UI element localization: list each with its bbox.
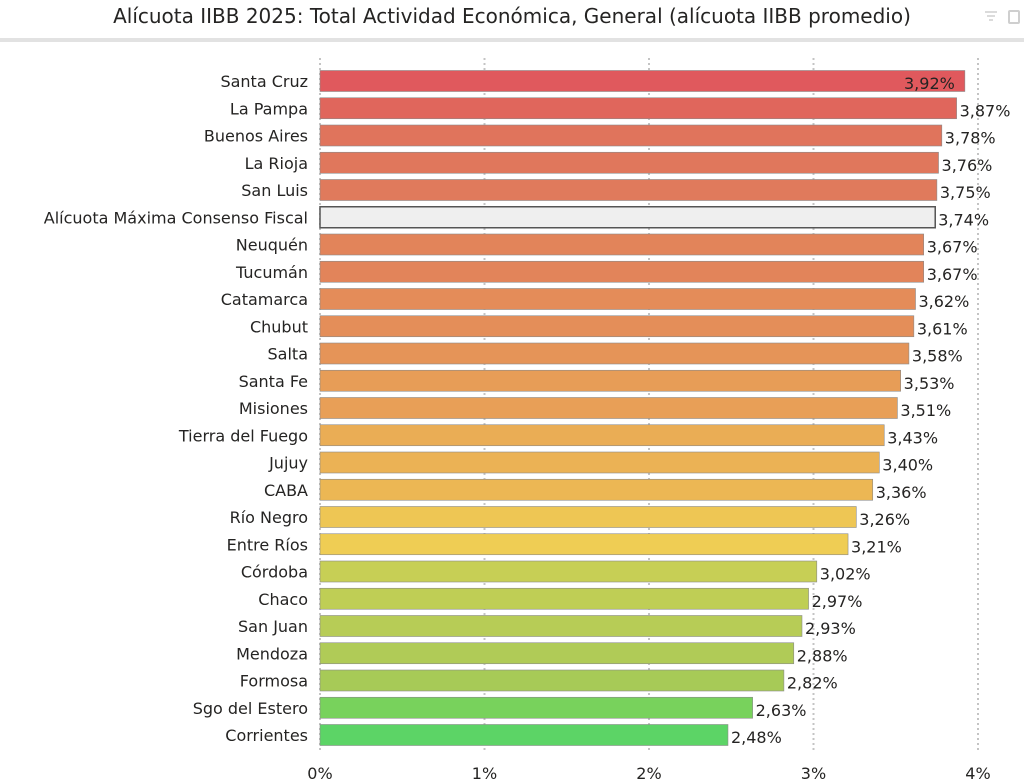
category-label: Catamarca [221, 290, 308, 309]
category-label: San Juan [238, 617, 308, 636]
category-label: Alícuota Máxima Consenso Fiscal [44, 208, 308, 227]
bar[interactable] [319, 533, 849, 556]
value-label: 3,61% [917, 319, 968, 338]
x-tick-label: 2% [636, 764, 661, 781]
value-label: 3,78% [945, 129, 996, 148]
bar[interactable] [319, 206, 936, 229]
category-labels: Santa Cruz La Pampa Buenos Aires La Rioja Sa… [44, 72, 308, 745]
bar[interactable] [319, 260, 925, 283]
category-label: Buenos Aires [204, 127, 308, 146]
category-label: San Luis [241, 181, 308, 200]
bar[interactable] [319, 669, 785, 692]
value-label: 3,43% [887, 428, 938, 447]
x-tick-label: 4% [965, 764, 990, 781]
bar[interactable] [319, 179, 938, 201]
value-labels: 3,92% 3,87% 3,78% 3,76% 3,75% 3,74% 3,67% 3,67%… [731, 74, 1010, 747]
category-label: La Pampa [230, 99, 308, 118]
category-label: Tierra del Fuego [178, 426, 308, 445]
value-label: 3,53% [904, 374, 955, 393]
bar[interactable] [319, 233, 925, 256]
value-label: 2,48% [731, 728, 782, 747]
category-label: Salta [268, 345, 308, 364]
category-label: CABA [264, 481, 308, 500]
title-divider [0, 38, 1024, 42]
value-label: 3,92% [904, 74, 955, 93]
bar[interactable] [319, 478, 874, 501]
x-tick-label: 3% [801, 764, 826, 781]
chart-title: Alícuota IIBB 2025: Total Actividad Econ… [113, 4, 911, 28]
filter-icon[interactable] [984, 10, 998, 24]
category-label: Río Negro [230, 508, 308, 527]
value-label: 2,97% [812, 592, 863, 611]
x-tick-label: 1% [472, 764, 497, 781]
category-label: Entre Ríos [227, 535, 308, 554]
bar[interactable] [319, 369, 901, 392]
bar[interactable] [319, 342, 910, 365]
value-label: 2,63% [756, 701, 807, 720]
value-label: 3,67% [927, 265, 978, 284]
value-label: 3,21% [851, 537, 902, 556]
category-label: Jujuy [268, 454, 308, 473]
category-label: Corrientes [225, 726, 308, 745]
x-tick-label: 0% [307, 764, 332, 781]
value-label: 2,93% [805, 619, 856, 638]
value-label: 3,67% [927, 238, 978, 257]
value-label: 3,76% [942, 156, 993, 175]
category-label: Tucumán [235, 263, 308, 282]
value-label: 3,74% [938, 210, 989, 229]
x-axis-ticks: 0% 1% 2% 3% 4% [307, 764, 990, 781]
bar[interactable] [319, 451, 880, 474]
category-label: Misiones [239, 399, 308, 418]
category-label: Chaco [258, 590, 308, 609]
bar[interactable] [319, 315, 915, 338]
bar[interactable] [319, 724, 729, 746]
bar[interactable] [319, 696, 753, 719]
value-label: 3,87% [960, 101, 1011, 120]
value-label: 3,51% [900, 401, 951, 420]
category-label: Neuquén [236, 236, 308, 255]
category-label: Sgo del Estero [193, 699, 308, 718]
bar[interactable] [319, 506, 857, 528]
value-label: 3,62% [918, 292, 969, 311]
value-label: 3,40% [882, 456, 933, 475]
bar[interactable] [319, 424, 885, 447]
value-label: 3,36% [876, 483, 927, 502]
bar[interactable] [319, 151, 939, 174]
value-label: 3,26% [859, 510, 910, 529]
bar[interactable] [319, 642, 795, 665]
category-label: La Rioja [245, 154, 308, 173]
bars [319, 70, 966, 746]
bar[interactable] [319, 615, 803, 637]
bar[interactable] [319, 587, 809, 610]
bar[interactable] [319, 124, 943, 147]
bar[interactable] [319, 288, 916, 310]
value-label: 3,02% [820, 565, 871, 584]
category-label: Córdoba [241, 563, 308, 582]
category-label: Santa Cruz [220, 72, 308, 91]
value-label: 2,82% [787, 674, 838, 693]
category-label: Formosa [240, 672, 308, 691]
bar[interactable] [319, 397, 898, 419]
visual-header-icons [984, 10, 1020, 24]
value-label: 2,88% [797, 646, 848, 665]
bar[interactable] [319, 97, 957, 120]
category-label: Mendoza [236, 644, 308, 663]
category-label: Santa Fe [239, 372, 308, 391]
bar[interactable] [319, 70, 966, 92]
value-label: 3,75% [940, 183, 991, 202]
category-label: Chubut [250, 317, 308, 336]
value-label: 3,58% [912, 347, 963, 366]
expand-icon[interactable] [1008, 10, 1020, 24]
bar[interactable] [319, 560, 818, 583]
